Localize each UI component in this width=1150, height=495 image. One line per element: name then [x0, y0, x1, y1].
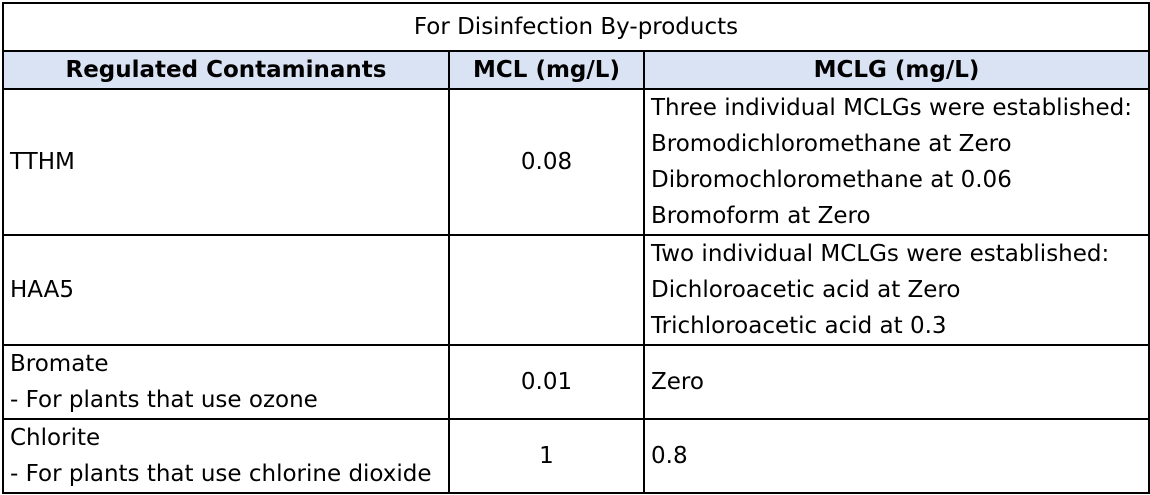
- contaminant-name: HAA5: [10, 277, 75, 303]
- table-row-haa5: HAA5 Two individual MCLGs were establish…: [2, 234, 1150, 346]
- cell-mcl: 0.01: [448, 344, 645, 420]
- cell-contaminant: Bromate - For plants that use ozone: [2, 344, 450, 420]
- mclg-line: Bromoform at Zero: [651, 203, 871, 229]
- table-header-row: Regulated Contaminants MCL (mg/L) MCLG (…: [2, 50, 1150, 90]
- mclg-line: Zero: [651, 369, 704, 395]
- mclg-line: Three individual MCLGs were established:: [651, 95, 1133, 121]
- cell-mcl: 0.08: [448, 88, 645, 236]
- cell-mclg: Zero: [643, 344, 1150, 420]
- contaminant-name: Chlorite: [10, 425, 101, 451]
- table-row-chlorite: Chlorite - For plants that use chlorine …: [2, 418, 1150, 494]
- mclg-line: Trichloroacetic acid at 0.3: [651, 313, 947, 339]
- header-mcl: MCL (mg/L): [448, 50, 645, 90]
- cell-contaminant: TTHM: [2, 88, 450, 236]
- cell-mclg: Two individual MCLGs were established: D…: [643, 234, 1150, 346]
- header-mclg: MCLG (mg/L): [643, 50, 1150, 90]
- cell-mcl: [448, 234, 645, 346]
- contaminant-name: Bromate: [10, 351, 109, 377]
- cell-mclg: 0.8: [643, 418, 1150, 494]
- table-row-tthm: TTHM 0.08 Three individual MCLGs were es…: [2, 88, 1150, 236]
- mclg-line: Two individual MCLGs were established:: [651, 241, 1110, 267]
- table-title: For Disinfection By-products: [2, 2, 1150, 52]
- mclg-line: Dibromochloromethane at 0.06: [651, 167, 1012, 193]
- mclg-line: Dichloroacetic acid at Zero: [651, 277, 961, 303]
- header-regulated-contaminants: Regulated Contaminants: [2, 50, 450, 90]
- cell-contaminant: HAA5: [2, 234, 450, 346]
- mclg-line: Bromodichloromethane at Zero: [651, 131, 1012, 157]
- contaminant-note: - For plants that use chlorine dioxide: [10, 461, 432, 487]
- table-title-row: For Disinfection By-products: [2, 2, 1150, 52]
- cell-mcl: 1: [448, 418, 645, 494]
- contaminant-name: TTHM: [10, 149, 75, 175]
- contaminant-note: - For plants that use ozone: [10, 387, 318, 413]
- mclg-line: 0.8: [651, 443, 688, 469]
- cell-mclg: Three individual MCLGs were established:…: [643, 88, 1150, 236]
- cell-contaminant: Chlorite - For plants that use chlorine …: [2, 418, 450, 494]
- table-row-bromate: Bromate - For plants that use ozone 0.01…: [2, 344, 1150, 420]
